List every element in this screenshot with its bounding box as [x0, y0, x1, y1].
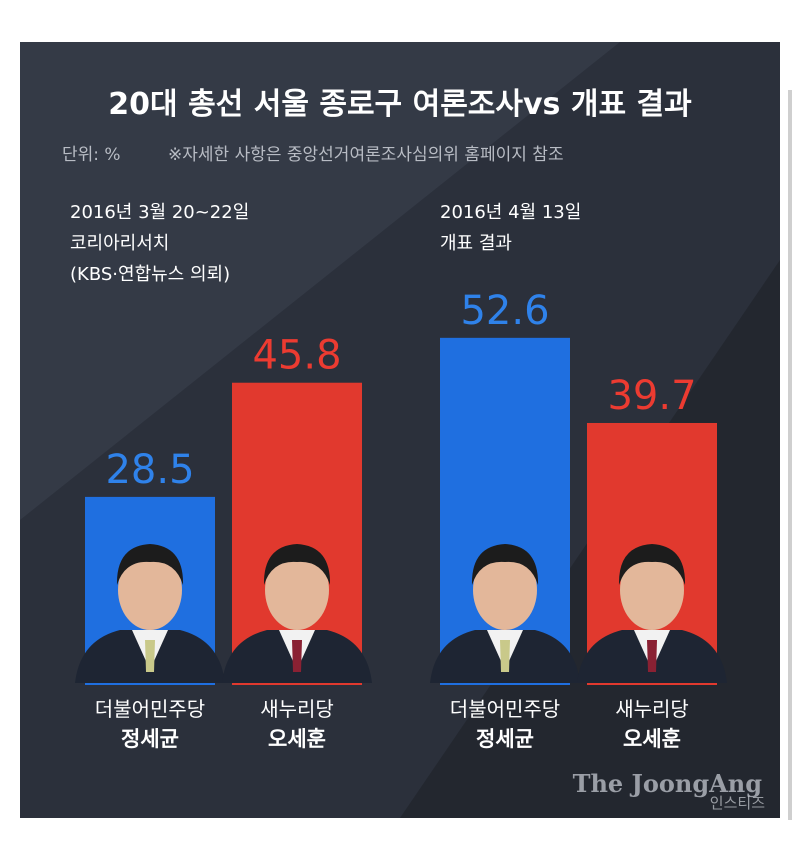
face — [118, 550, 182, 630]
unit: 단위: % — [62, 145, 121, 165]
panel-shade — [20, 42, 620, 520]
group-label: 2016년 4월 13일 — [440, 202, 581, 223]
face — [620, 550, 684, 630]
group-label: 2016년 3월 20~22일 — [70, 202, 249, 223]
value-label: 28.5 — [105, 447, 194, 493]
x-tick-label: 더불어민주당 — [95, 697, 205, 721]
hair — [618, 544, 686, 585]
candidate-name: 정세균 — [476, 727, 534, 751]
portrait — [430, 544, 580, 683]
value-label: 52.6 — [460, 288, 549, 334]
x-tick-label: 더불어민주당 — [450, 697, 560, 721]
x-tick-label: 새누리당 — [260, 697, 334, 721]
portrait — [75, 544, 225, 683]
note: ※자세한 사항은 중앙선거여론조사심의위 홈페이지 참조 — [168, 145, 564, 165]
face — [473, 550, 537, 630]
tie — [647, 640, 657, 672]
value-label: 39.7 — [607, 373, 696, 419]
candidate-name: 오세훈 — [268, 727, 326, 751]
portrait — [577, 544, 727, 683]
tie — [145, 640, 155, 672]
hair — [471, 544, 539, 585]
source: The JoongAng — [573, 769, 763, 798]
tie — [292, 640, 302, 672]
group-label: 코리아리서치 — [70, 233, 169, 254]
x-tick-label: 새누리당 — [615, 697, 689, 721]
group-label: 개표 결과 — [440, 233, 512, 254]
portrait — [222, 544, 372, 683]
tie — [500, 640, 510, 672]
group-label: (KBS·연합뉴스 의뢰) — [70, 264, 230, 285]
value-label: 45.8 — [252, 333, 341, 379]
chart-title: 20대 총선 서울 종로구 여론조사vs 개표 결과 — [108, 87, 692, 122]
candidate-name: 정세균 — [121, 727, 179, 751]
hair — [263, 544, 331, 585]
hair — [116, 544, 184, 585]
face — [265, 550, 329, 630]
watermark: 인스티즈 — [710, 794, 765, 812]
candidate-name: 오세훈 — [623, 727, 681, 751]
scrollbar — [788, 90, 792, 820]
